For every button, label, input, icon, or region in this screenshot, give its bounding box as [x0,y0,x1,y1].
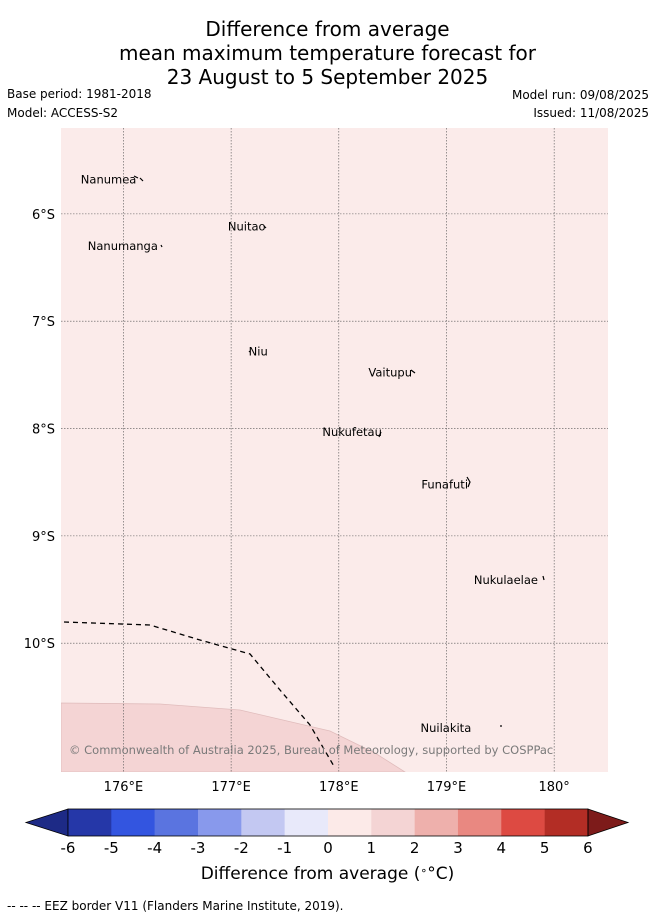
colorbar-tick-label: 4 [497,839,507,857]
colorbar-tick-label: 2 [410,839,420,857]
colorbar-tick-label: -6 [61,839,76,857]
latitude-tick-label: 8°S [32,423,55,438]
colorbar-tick-label: 3 [453,839,463,857]
colorbar-swatch [154,809,199,836]
latitude-tick-label: 6°S [32,208,55,223]
latitude-tick-label: 9°S [32,530,55,545]
longitude-tick-label: 180° [538,780,569,795]
colorbar-swatch [111,809,155,836]
latitude-tick-label: 10°S [24,637,55,652]
latitude-tick-label: 7°S [32,315,55,330]
place-label: Funafuti [421,477,468,491]
longitude-tick-label: 177°E [211,780,251,795]
map-title-line-3: 23 August to 5 September 2025 [166,65,489,89]
map-plot-area: Nanumea Nuitao Nanumanga Niu Vaitupu Nukufeta… [61,128,608,772]
colorbar-swatch [544,809,589,836]
island-funafuti [466,476,471,488]
island-nanumea [133,175,144,182]
place-labels: Nanumea Nuitao Nanumanga Niu Vaitupu Nukufeta… [81,173,538,735]
colorbar-over-arrow [587,808,630,837]
colorbar-frame [67,808,589,837]
colorbar-swatch [68,809,112,836]
colorbar-swatch [414,809,459,836]
place-label: Nanumea [81,173,137,187]
place-label: Nukulaelae [474,573,538,587]
island-nanumanga [160,244,163,248]
colorbar-swatch [197,809,242,836]
colorbar: -6 -5 -4 -3 -2 -1 0 1 2 3 4 5 6 [24,808,630,857]
colorbar-under-arrow [24,808,69,837]
colorbar-tick-label: -4 [147,839,162,857]
colorbar-tick-label: -3 [191,839,206,857]
colorbar-swatch [501,809,545,836]
colorbar-tick-label: 5 [540,839,550,857]
graticule [61,128,608,772]
colorbar-label: Difference from average (∘°C) [200,864,455,884]
map-title-line-1: Difference from average [205,17,450,41]
base-period-label: Base period: 1981-2018 [7,87,152,101]
map-title-line-2: mean maximum temperature forecast for [118,41,536,65]
island-vaitupu [410,369,416,374]
place-label: Nuilakita [421,721,472,735]
island-outlines [133,175,545,727]
longitude-tick-label: 178°E [319,780,359,795]
place-label: Nanumanga [88,239,158,253]
place-label: Nukufetau [322,425,381,439]
longitude-tick-label: 179°E [427,780,467,795]
place-label: Nuitao [228,220,266,234]
model-run-label: Model run: 09/08/2025 [511,88,649,102]
colorbar-tick-label: -2 [234,839,249,857]
model-label: Model: ACCESS-S2 [7,106,119,120]
ocean-background [61,128,608,772]
colorbar-swatch [371,809,415,836]
lower-anomaly-band [61,702,406,772]
island-niu [248,350,251,353]
island-nukulaelae [542,575,545,581]
colorbar-tick-label: 1 [367,839,377,857]
colorbar-swatch [284,809,329,836]
island-nukufetau [378,431,382,438]
colorbar-swatch [327,809,372,836]
copyright-text: © Commonwealth of Australia 2025, Bureau… [69,743,553,757]
axis-labels: 176°E 177°E 178°E 179°E 180° 6°S 7°S 8°S 9°S 10°S [24,208,570,795]
colorbar-tick-label: 0 [323,839,333,857]
colorbar-tick-label: -1 [277,839,292,857]
island-nuitao [263,225,267,229]
longitude-tick-label: 176°E [104,780,144,795]
place-label: Niu [249,344,268,358]
issued-label: Issued: 11/08/2025 [533,106,649,120]
eez-border-line [63,621,336,769]
colorbar-tick-label: 6 [583,839,593,857]
colorbar-swatch [241,809,285,836]
colorbar-swatch [457,809,502,836]
place-label: Vaitupu [368,366,412,380]
eez-legend-note: -- -- -- EEZ border V11 (Flanders Marine… [7,899,344,913]
colorbar-tick-label: -5 [104,839,119,857]
